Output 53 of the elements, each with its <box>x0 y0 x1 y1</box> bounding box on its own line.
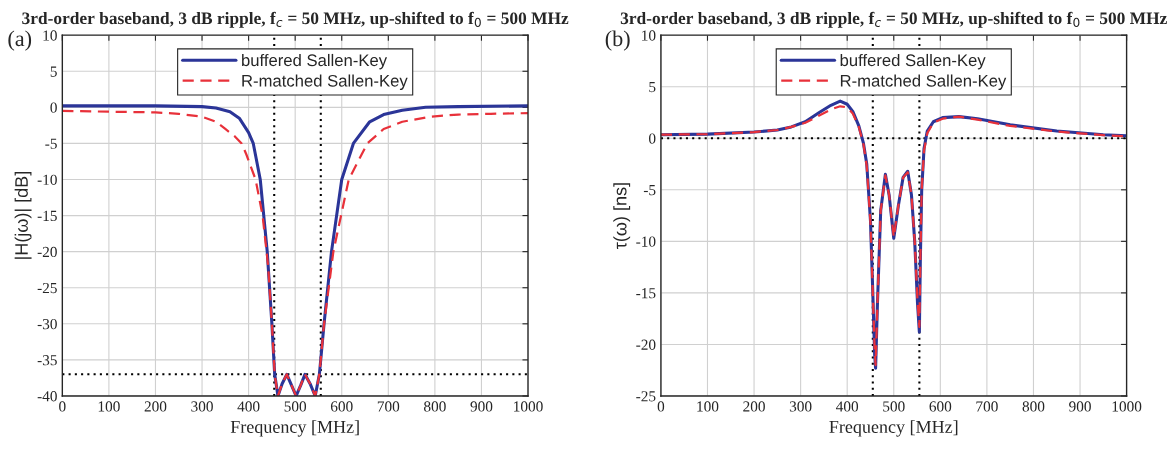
y-tick-label: 10 <box>642 30 656 41</box>
x-tick-label: 0 <box>59 401 66 412</box>
text: (a) <box>8 30 32 51</box>
y-axis-title: τ(ω) [ns] <box>613 183 631 250</box>
y-tick-label: 10 <box>43 30 57 41</box>
x-tick-label: 0 <box>657 401 665 412</box>
y-tick-label: -40 <box>37 391 57 402</box>
x-tick-label: 200 <box>144 401 167 412</box>
x-tick-label: 400 <box>836 401 859 412</box>
y-tick-label: 0 <box>648 133 656 144</box>
x-tick-label: 200 <box>743 401 765 412</box>
y-tick-label: -15 <box>37 210 57 222</box>
y-tick-label: -25 <box>37 282 57 294</box>
y-axis-title: |H(jω)| [dB] <box>14 172 32 259</box>
y-tick-label: 0 <box>50 102 57 113</box>
y-tick-label: -10 <box>37 174 57 185</box>
x-tick-label: 900 <box>470 401 493 412</box>
x-axis-title: Frequency [MHz] <box>230 420 359 437</box>
x-tick-label: 700 <box>976 401 998 412</box>
x-tick-label: 100 <box>98 401 120 412</box>
y-tick-label: -30 <box>37 318 57 330</box>
y-tick-label: 5 <box>649 82 656 93</box>
x-tick-label: 100 <box>697 401 719 412</box>
x-tick-label: 600 <box>330 401 353 412</box>
x-tick-label: 700 <box>377 401 400 412</box>
x-tick-label: 600 <box>929 401 952 412</box>
y-tick-label: -5 <box>643 185 656 196</box>
legend-label: R-matched Sallen-Key <box>242 74 408 90</box>
x-tick-label: 1000 <box>1112 401 1142 412</box>
y-tick-label: -35 <box>37 355 57 366</box>
x-tick-label: 1000 <box>514 401 543 412</box>
x-tick-label: 800 <box>424 401 446 412</box>
y-tick-label: -20 <box>636 339 656 350</box>
y-tick-label: -5 <box>45 138 57 149</box>
x-tick-label: 800 <box>1022 401 1045 412</box>
x-tick-label: 500 <box>284 401 307 412</box>
y-tick-label: -15 <box>636 288 656 299</box>
x-tick-label: 400 <box>237 401 260 412</box>
x-axis-title: Frequency [MHz] <box>829 420 958 437</box>
x-tick-label: 300 <box>191 401 213 412</box>
chart-title: 3rd-order baseband, 3 dB ripple, f$_{c}$ = 50 MHz, up-shifted to f$_{0}$ = 500 MHz <box>620 11 1167 28</box>
y-tick-label: -10 <box>636 236 656 247</box>
y-tick-label: -20 <box>37 246 57 258</box>
x-tick-label: 300 <box>789 401 812 412</box>
legend-label: buffered Sallen-Key <box>840 53 986 70</box>
y-tick-label: -25 <box>636 391 656 402</box>
y-tick-label: 5 <box>50 66 57 77</box>
legend-label: buffered Sallen-Key <box>242 53 388 70</box>
chart-title: 3rd-order baseband, 3 dB ripple, f$_{c}$ = 50 MHz, up-shifted to f$_{0}$ = 500 MHz <box>22 11 569 28</box>
text: (b) <box>605 30 630 51</box>
legend-label: R-matched Sallen-Key <box>840 74 1007 90</box>
x-tick-label: 500 <box>883 401 905 412</box>
x-tick-label: 900 <box>1069 401 1091 412</box>
